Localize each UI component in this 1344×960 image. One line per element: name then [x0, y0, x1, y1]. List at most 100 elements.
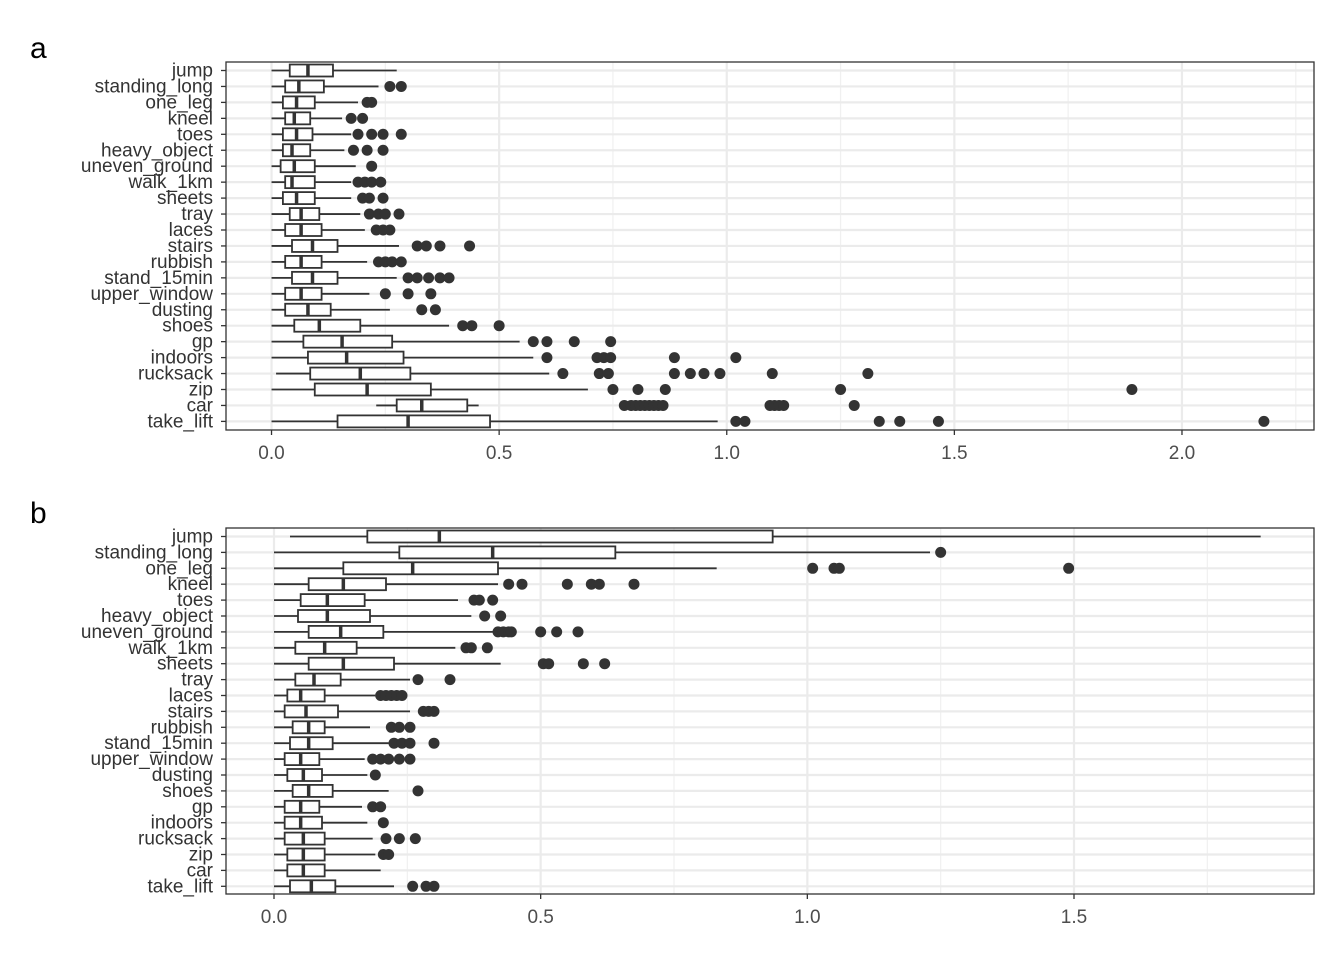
box-iqr	[283, 704, 339, 719]
category-label: dusting	[152, 300, 213, 321]
outlier-point	[739, 415, 751, 427]
outlier-point	[363, 192, 375, 204]
outlier-point	[607, 384, 619, 395]
x-tick-label: 0.5	[527, 907, 553, 928]
outlier-point	[481, 642, 493, 654]
category-label: one_leg	[145, 92, 213, 113]
outlier-point	[527, 336, 539, 348]
box-iqr	[282, 95, 316, 110]
category-label: take_lift	[148, 411, 214, 432]
x-tick-label: 0.5	[486, 443, 512, 464]
category-label: one_leg	[145, 558, 213, 579]
category-label: car	[187, 395, 214, 416]
box-zip	[274, 847, 395, 862]
outlier-point	[420, 880, 432, 892]
outlier-point	[730, 352, 742, 364]
outlier-point	[479, 610, 491, 622]
box-iqr	[395, 398, 469, 413]
category-label: car	[187, 860, 214, 881]
outlier-point	[357, 112, 369, 124]
box-stand_15min	[271, 270, 455, 285]
outlier-point	[428, 880, 440, 892]
box-uneven_ground	[271, 159, 378, 174]
outlier-point	[628, 578, 640, 590]
x-tick-label: 1.5	[941, 443, 967, 464]
box-one_leg	[271, 95, 378, 110]
panel-b-tag: b	[30, 497, 47, 530]
box-walk_1km	[271, 175, 387, 190]
box-iqr	[307, 656, 395, 671]
outlier-point	[1258, 415, 1270, 427]
box-indoors	[274, 815, 389, 830]
outlier-point	[516, 578, 528, 590]
category-label: jump	[171, 61, 213, 82]
category-label: upper_window	[90, 749, 213, 770]
outlier-point	[395, 128, 407, 140]
outlier-point	[535, 626, 547, 638]
outlier-point	[766, 368, 778, 380]
outlier-point	[416, 304, 428, 316]
outlier-point	[894, 415, 906, 427]
box-stand_15min	[274, 736, 440, 751]
box-kneel	[274, 577, 640, 592]
box-iqr	[336, 414, 491, 429]
box-iqr	[286, 847, 326, 862]
outlier-point	[848, 399, 860, 411]
outlier-point	[698, 368, 710, 380]
outlier-point	[383, 849, 395, 860]
x-tick-label: 0.0	[258, 443, 284, 464]
outlier-point	[632, 384, 644, 395]
category-label: zip	[189, 845, 213, 866]
box-toes	[271, 127, 407, 142]
outlier-point	[393, 208, 405, 220]
outlier-point	[444, 674, 456, 686]
outlier-point	[407, 880, 419, 892]
box-sheets	[271, 191, 389, 206]
outlier-point	[551, 626, 563, 638]
box-iqr	[284, 286, 323, 301]
box-rubbish	[271, 254, 407, 269]
outlier-point	[495, 610, 507, 622]
category-label: stand_15min	[104, 268, 213, 289]
box-iqr	[284, 175, 316, 190]
category-label: uneven_ground	[81, 156, 213, 177]
box-iqr	[284, 254, 323, 269]
panel-b: b jumpstanding_longone_legkneeltoesheavy…	[30, 497, 1315, 928]
outlier-point	[585, 578, 597, 590]
outlier-point	[388, 737, 400, 749]
box-iqr	[289, 736, 334, 751]
category-label: stand_15min	[104, 733, 213, 754]
box-iqr	[342, 561, 499, 576]
category-label: take_lift	[148, 876, 214, 897]
outlier-point	[473, 594, 485, 606]
outlier-point	[593, 578, 605, 590]
outlier-point	[404, 737, 416, 749]
outlier-point	[425, 288, 437, 300]
outlier-point	[593, 368, 605, 380]
box-iqr	[283, 815, 323, 830]
category-label: sheets	[157, 188, 213, 209]
outlier-point	[395, 80, 407, 92]
box-iqr	[288, 63, 334, 78]
x-tick-label: 1.0	[714, 443, 740, 464]
outlier-point	[602, 368, 614, 380]
outlier-point	[862, 368, 874, 380]
box-kneel	[271, 111, 369, 126]
outlier-point	[541, 336, 553, 348]
box-upper_window	[274, 752, 416, 766]
outlier-point	[404, 753, 416, 765]
category-label: sheets	[157, 654, 213, 675]
outlier-point	[668, 368, 680, 380]
category-label: indoors	[151, 813, 213, 834]
outlier-point	[384, 80, 396, 92]
outlier-point	[457, 320, 469, 332]
box-take_lift	[271, 414, 1270, 429]
box-iqr	[286, 688, 326, 703]
outlier-point	[379, 208, 391, 220]
outlier-point	[367, 753, 379, 765]
outlier-point	[1126, 384, 1138, 395]
box-heavy_object	[274, 609, 507, 623]
outlier-point	[385, 721, 397, 733]
outlier-point	[396, 690, 408, 701]
